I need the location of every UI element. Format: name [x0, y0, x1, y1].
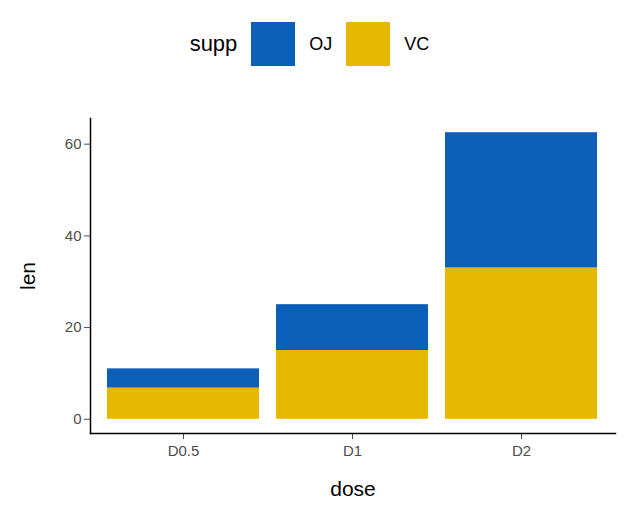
- html-text:supp: supp: [189, 31, 238, 56]
- svg-text:40: 40: [65, 227, 82, 244]
- svg-text:D2: D2: [512, 442, 531, 459]
- svg-text:dose: dose: [330, 477, 376, 500]
- html-text:VC: VC: [404, 33, 430, 54]
- svg-text:len: len: [16, 262, 39, 290]
- svg-text:60: 60: [65, 135, 82, 152]
- svg-text:D1: D1: [343, 442, 362, 459]
- svg-text:20: 20: [65, 318, 82, 335]
- svg-text:0: 0: [73, 410, 81, 427]
- svg-text:D0.5: D0.5: [168, 442, 200, 459]
- html-text:OJ: OJ: [309, 33, 333, 54]
